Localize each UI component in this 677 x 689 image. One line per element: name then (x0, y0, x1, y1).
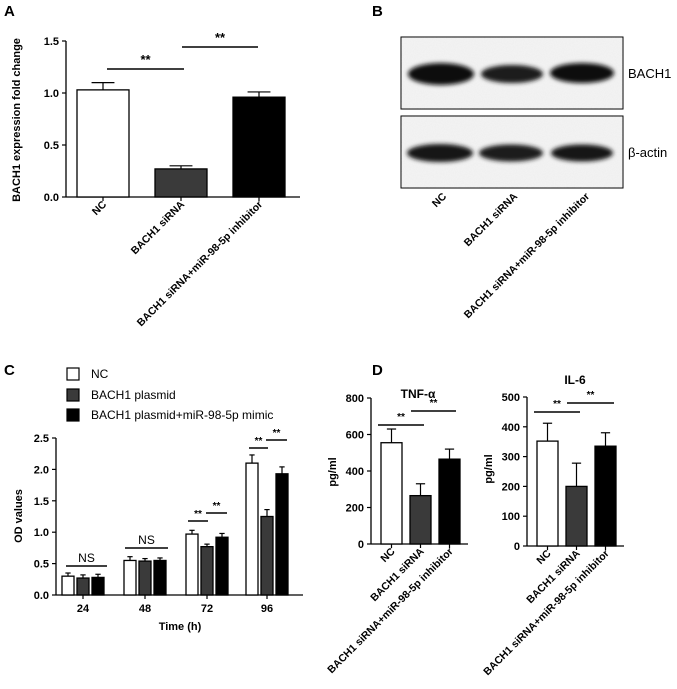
panel-c-y-tick-label: 2.0 (34, 464, 49, 476)
panel-a-bar-0 (76, 89, 130, 198)
panel-c-annotation-label: ** (194, 509, 202, 520)
panel-c-ylabel: OD values (13, 489, 25, 543)
panel-d-tnf-bar-0 (380, 442, 403, 545)
panel-d-tnf-y-tick-label: 800 (346, 393, 364, 405)
panel-c-s0-bar-3 (245, 462, 259, 596)
panel-d-tnf-y-tick-label: 600 (346, 430, 364, 442)
panel-d-il6-category-label: NC (534, 547, 554, 567)
panel-d-tnf-significance-label: ** (430, 398, 438, 409)
panel-d-il6-y-tick-label: 100 (502, 511, 520, 523)
panel-c-y-tick-label: 2.5 (34, 433, 49, 445)
panel-letter-b: B (372, 3, 383, 20)
panel-d-tnf-title: TNF-α (401, 387, 436, 401)
panel-letter-a: A (4, 3, 15, 20)
panel-a-ylabel: BACH1 expression fold change (11, 38, 23, 202)
panel-d-il6-y-tick-label: 300 (502, 452, 520, 464)
panel-d-il6-bar-1 (565, 485, 588, 547)
panel-d-tnf-y-tick-label: 0 (358, 539, 364, 551)
panel-d-il6-y-tick-label: 400 (502, 422, 520, 434)
panel-d-tnf-ylabel: pg/ml (327, 457, 339, 486)
panel-c-y-tick-label: 0.0 (34, 590, 49, 602)
blot-band-bach1-lane1 (408, 63, 474, 85)
panel-a-category-label: NC (90, 198, 110, 218)
panel-c-legend-swatch (66, 367, 80, 381)
panel-a-y-tick-label: 1.5 (44, 36, 59, 48)
panel-a-chart: BACH1 expression fold change 0.0 0.5 1.0 1.… (11, 30, 300, 329)
blot-label-actin: β-actin (628, 145, 667, 160)
panel-c-chart: OD values Time (h) 0.0 0.5 1.0 1.5 2.0 2.5 24 4… (13, 367, 303, 633)
panel-a-y-tick-label: 0.0 (44, 192, 59, 204)
panel-d-il6-significance-label: ** (587, 390, 595, 401)
panel-c-s0-bar-2 (185, 533, 199, 596)
panel-c-legend-label: BACH1 plasmid+miR-98-5p mimic (91, 408, 273, 422)
panel-d-il6-y-tick-label: 500 (502, 392, 520, 404)
blot-lane-label-nc: NC (430, 190, 450, 210)
panel-c-annotation-label: NS (78, 551, 95, 565)
panel-c-annotation-label: NS (138, 533, 155, 547)
panel-b-western-blot: BACH1 β-actin NC BACH1 siRNA BACH1 siRNA… (400, 36, 671, 321)
panel-c-y-tick-label: 0.5 (34, 559, 49, 571)
panel-a-y-tick-label: 0.5 (44, 140, 59, 152)
panel-c-annotation-label: ** (213, 501, 221, 512)
panel-c-legend-label: NC (91, 367, 109, 381)
panel-d-il6-category-label: BACH1 siRNA+miR-98-5p inhibitor (481, 548, 611, 678)
panel-d-tnf-y-tick-label: 400 (346, 466, 364, 478)
blot-band-actin-lane1 (407, 144, 473, 162)
blot-label-bach1: BACH1 (628, 66, 671, 81)
panel-d-tnf-significance-label: ** (397, 412, 405, 423)
panel-c-y-tick-label: 1.5 (34, 496, 49, 508)
blot-band-bach1-lane3 (550, 63, 614, 83)
panel-d-il6-title: IL-6 (564, 373, 586, 387)
panel-c-s2-bar-2 (215, 536, 229, 596)
panel-c-s0-bar-0 (61, 575, 75, 596)
panel-c-legend-label: BACH1 plasmid (91, 388, 176, 402)
panel-letter-d: D (372, 362, 383, 379)
panel-a-category-label: BACH1 siRNA (129, 198, 188, 257)
panel-c-xlabel: Time (h) (159, 621, 202, 633)
panel-d-tnf-bar-2 (438, 458, 461, 545)
panel-c-s2-bar-3 (275, 473, 289, 596)
panel-c-legend-swatch (66, 388, 80, 402)
panel-c-x-tick-label: 96 (261, 603, 273, 615)
blot-lane-label-sirna: BACH1 siRNA (462, 190, 521, 249)
panel-d-il6-bar-0 (536, 440, 559, 547)
panel-c-annotation-label: ** (273, 428, 281, 439)
blot-lane-label-inhibitor: BACH1 siRNA+miR-98-5p inhibitor (462, 191, 592, 321)
panel-c-legend-swatch (66, 408, 80, 422)
panel-c-s1-bar-1 (138, 560, 152, 596)
panel-d-il6-y-tick-label: 200 (502, 481, 520, 493)
panel-d-il6-significance-label: ** (553, 399, 561, 410)
panel-a-significance-label: ** (140, 52, 151, 67)
panel-d-tnf-category-label: NC (378, 545, 398, 565)
panel-d-il6-y-tick-label: 0 (514, 541, 520, 553)
panel-c-annotation-label: ** (255, 436, 263, 447)
panel-c-s2-bar-1 (153, 559, 167, 596)
panel-d-il6-bar-2 (594, 445, 617, 547)
panel-c-x-tick-label: 72 (201, 603, 213, 615)
panel-d-il6-ylabel: pg/ml (483, 454, 495, 483)
panel-c-s2-bar-0 (91, 576, 105, 596)
panel-d-tnf-bar-1 (409, 494, 432, 545)
blot-band-actin-lane2 (479, 144, 543, 162)
panel-d-tnf-category-label: BACH1 siRNA+miR-98-5p inhibitor (325, 546, 455, 676)
panel-letter-c: C (4, 362, 15, 379)
blot-band-actin-lane3 (551, 144, 613, 162)
panel-c-s1-bar-0 (76, 577, 90, 596)
panel-a-bar-2 (232, 96, 286, 198)
panel-c-y-tick-label: 1.0 (34, 527, 49, 539)
panel-c-x-tick-label: 48 (139, 603, 151, 615)
panel-a-y-tick-label: 1.0 (44, 88, 59, 100)
panel-a-significance-label: ** (215, 30, 226, 45)
panel-a-category-label: BACH1 siRNA+miR-98-5p inhibitor (135, 199, 265, 329)
panel-c-s1-bar-3 (260, 515, 274, 596)
panel-c-s1-bar-2 (200, 545, 214, 596)
panel-c-s0-bar-1 (123, 559, 137, 596)
blot-band-bach1-lane2 (481, 65, 543, 83)
panel-c-x-tick-label: 24 (77, 603, 90, 615)
panel-d-tnf-y-tick-label: 200 (346, 503, 364, 515)
panel-a-bar-1 (154, 168, 208, 198)
